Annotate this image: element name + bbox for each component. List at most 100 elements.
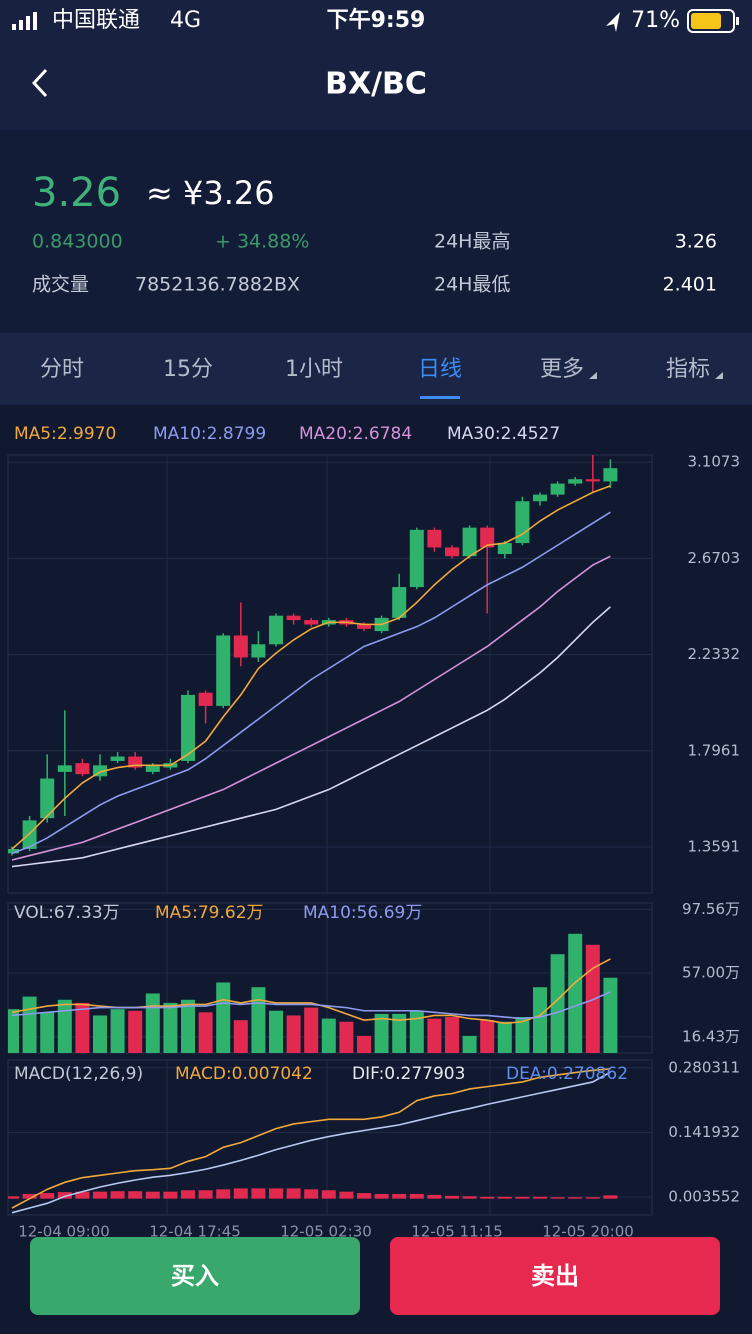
- macd-bar: [57, 1192, 72, 1199]
- series-line: [11, 1071, 611, 1214]
- tab[interactable]: 分时: [40, 357, 84, 382]
- high-value: 3.26: [675, 231, 717, 253]
- candle-body: [480, 527, 495, 548]
- candle-body: [585, 479, 600, 482]
- y-tick-label: 0.280311: [668, 1058, 740, 1076]
- top-bar-bg: [0, 0, 752, 130]
- candle-body: [181, 694, 195, 761]
- volume-label: 成交量: [32, 274, 89, 296]
- battery-level: 71%: [631, 8, 680, 33]
- volume-value: 7852136.7882BX: [135, 274, 300, 296]
- candle-body: [304, 620, 319, 625]
- tab[interactable]: 更多: [540, 357, 584, 382]
- volume-bar: [110, 1009, 125, 1053]
- macd-bar: [321, 1190, 336, 1199]
- candle-body: [286, 615, 301, 621]
- series-line: [11, 606, 611, 868]
- volume-bar: [462, 1035, 477, 1053]
- macd-bar: [110, 1191, 125, 1199]
- macd-bar: [163, 1191, 178, 1199]
- tab[interactable]: 15分: [163, 357, 213, 382]
- candle-body: [497, 543, 512, 555]
- volume-bar: [57, 999, 72, 1053]
- y-tick-label: 16.43万: [682, 1027, 740, 1045]
- volume-bar: [128, 1010, 143, 1053]
- macd-bar: [198, 1190, 213, 1199]
- macd-bar: [427, 1194, 442, 1199]
- buy-label[interactable]: 买入: [171, 1262, 219, 1290]
- tabs-bg: [0, 333, 752, 405]
- y-tick-label: 97.56万: [682, 900, 740, 918]
- series-line: [11, 485, 611, 850]
- tab[interactable]: 1小时: [285, 357, 343, 382]
- network: 4G: [170, 8, 201, 33]
- volume-bar: [40, 1012, 55, 1053]
- volume-bar: [445, 1017, 459, 1053]
- high-label: 24H最高: [434, 231, 510, 253]
- volume-bar: [357, 1035, 371, 1053]
- volume-bar: [392, 1013, 407, 1053]
- carrier: 中国联通: [52, 8, 140, 33]
- candle-body: [357, 624, 371, 629]
- macd-bar: [480, 1196, 495, 1199]
- candle-body: [462, 527, 477, 557]
- signal-icon: [12, 12, 37, 30]
- macd-bar: [409, 1193, 424, 1199]
- legend-label: MA5:2.9970: [14, 424, 116, 444]
- macd-bar: [251, 1188, 266, 1199]
- y-tick-label: 2.2332: [688, 645, 741, 663]
- macd-bar: [75, 1191, 90, 1199]
- candle-body: [233, 635, 248, 658]
- battery-icon: [687, 9, 739, 33]
- plot: [8, 933, 618, 1053]
- plot-frame: [7, 454, 653, 894]
- volume-bar: [251, 987, 266, 1053]
- chart-bg: [0, 405, 752, 1334]
- volume-bar: [374, 1013, 389, 1053]
- buy-button[interactable]: [30, 1237, 360, 1315]
- series-line: [11, 991, 611, 1020]
- candle-body: [8, 848, 19, 854]
- macd-bar: [233, 1188, 248, 1199]
- x-tick-label: 12-05 20:00: [542, 1223, 634, 1241]
- macd-bar: [497, 1196, 512, 1199]
- change: 0.843000: [32, 231, 123, 253]
- volume-bar: [233, 1020, 248, 1053]
- candle-body: [445, 547, 459, 557]
- macd-bar: [304, 1189, 319, 1199]
- sell-button[interactable]: [390, 1237, 720, 1315]
- macd-bar: [181, 1190, 195, 1199]
- volume-bar: [22, 996, 37, 1053]
- volume-bar: [181, 999, 195, 1053]
- candle-body: [269, 615, 283, 645]
- tab[interactable]: 指标: [666, 357, 710, 382]
- sell-label[interactable]: 卖出: [531, 1262, 579, 1290]
- ticker-bg: [0, 130, 752, 333]
- candle-body: [392, 587, 407, 618]
- x-tick-label: 12-04 17:45: [149, 1223, 241, 1241]
- volume-bar: [93, 1015, 107, 1053]
- macd-bar: [374, 1193, 389, 1199]
- macd-bar: [533, 1196, 547, 1199]
- macd-bar: [357, 1193, 371, 1199]
- series-line: [11, 555, 611, 861]
- tab[interactable]: 日线: [418, 357, 462, 382]
- volume-bar: [163, 1002, 178, 1053]
- candle-body: [251, 644, 266, 658]
- low-label: 24H最低: [434, 274, 510, 296]
- candle-body: [568, 479, 583, 484]
- macd-bar: [550, 1197, 565, 1199]
- back-button[interactable]: [31, 68, 48, 98]
- plot: [8, 455, 618, 868]
- macd-bar: [22, 1193, 37, 1199]
- volume-bar: [216, 982, 231, 1053]
- clock: 下午9:59: [327, 7, 426, 33]
- volume-bar: [269, 1010, 283, 1053]
- page-title: BX/BC: [325, 67, 427, 102]
- volume-bar: [321, 1018, 336, 1053]
- macd-bar: [128, 1191, 143, 1199]
- series-line: [11, 1068, 611, 1209]
- macd-bar: [40, 1193, 55, 1199]
- legend-label: MACD:0.007042: [175, 1064, 313, 1084]
